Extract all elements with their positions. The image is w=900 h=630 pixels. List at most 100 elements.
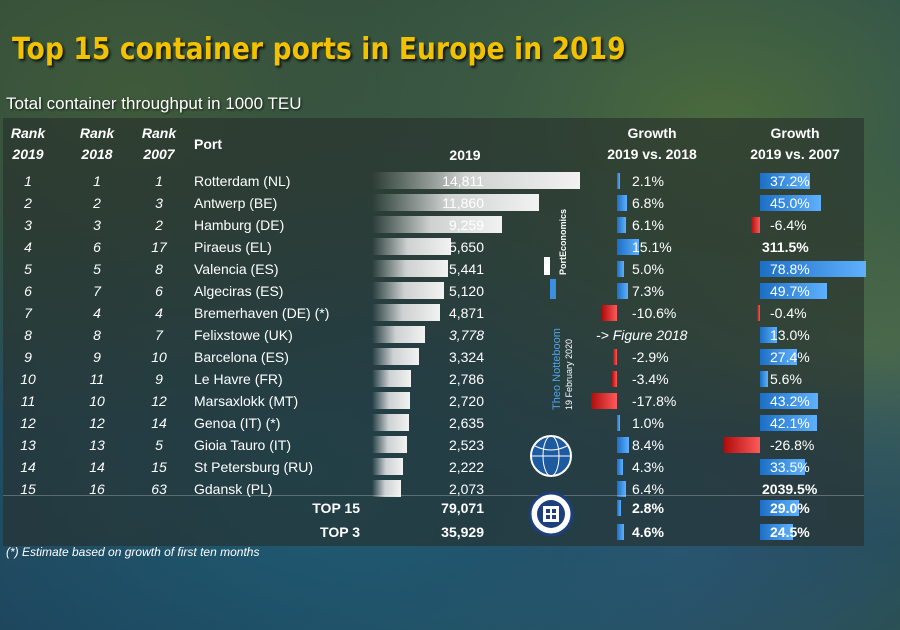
rank-2019-cell: 8	[24, 327, 32, 343]
port-name-cell: Genoa (IT) (*)	[194, 415, 281, 431]
table-row: 9 9 10 Barcelona (ES) 3,324 -2.9% 27.4%	[0, 346, 900, 368]
table-row: 14 14 15 St Petersburg (RU) 2,222 4.3% 33.5%	[0, 456, 900, 478]
port-name-cell: Le Havre (FR)	[194, 371, 283, 387]
rank-2007-cell: 2	[155, 217, 163, 233]
throughput-value: 5,120	[448, 283, 484, 299]
throughput-bar	[372, 194, 539, 211]
rank-2018-cell: 14	[89, 459, 105, 475]
throughput-bar	[372, 172, 580, 189]
rank-2007-cell: 15	[151, 459, 167, 475]
growth-2007-bar	[760, 195, 821, 211]
throughput-bar	[372, 480, 401, 497]
rank-2007-cell: 4	[155, 305, 163, 321]
table-row: 1 1 1 Rotterdam (NL) 14,811 2.1% 37.2%	[0, 170, 900, 192]
growth-2007-bar	[757, 305, 760, 321]
rank-2007-cell: 6	[155, 283, 163, 299]
growth-2007-value: -26.8%	[770, 437, 815, 453]
throughput-bar	[372, 304, 440, 321]
throughput-bar	[372, 414, 409, 431]
throughput-value: 2,635	[448, 415, 484, 431]
growth-2018-value: -> Figure 2018	[596, 327, 688, 343]
growth-2018-bar	[617, 415, 620, 431]
growth-2007-value: 43.2%	[770, 393, 810, 409]
rank-2019-cell: 7	[24, 305, 32, 321]
totals-growth-2018-bar	[617, 524, 624, 540]
rank-2018-cell: 4	[93, 305, 101, 321]
throughput-value: 2,222	[448, 459, 484, 475]
growth-2007-bar	[760, 349, 797, 365]
growth-2018-bar	[617, 195, 627, 211]
header-port: Port	[194, 136, 222, 152]
totals-growth-2007-bar	[760, 500, 799, 516]
growth-2007-bar	[760, 371, 768, 387]
rank-2019-cell: 10	[20, 371, 36, 387]
growth-2007-value: 33.5%	[770, 459, 810, 475]
growth-2018-value: 4.3%	[632, 459, 664, 475]
table-row: 7 4 4 Bremerhaven (DE) (*) 4,871 -10.6% -0.4%	[0, 302, 900, 324]
port-name-cell: Piraeus (EL)	[194, 239, 272, 255]
table-row: 13 13 5 Gioia Tauro (IT) 2,523 8.4% -26.8%	[0, 434, 900, 456]
growth-2018-value: 15.1%	[632, 239, 672, 255]
footnote: (*) Estimate based on growth of first te…	[6, 545, 260, 559]
throughput-bar	[372, 282, 444, 299]
growth-2018-value: 7.3%	[632, 283, 664, 299]
totals-growth-2018-value: 4.6%	[632, 524, 664, 540]
rank-2019-cell: 3	[24, 217, 32, 233]
rank-2018-cell: 16	[89, 481, 105, 497]
rank-2018-cell: 3	[93, 217, 101, 233]
growth-2007-value: 13.0%	[770, 327, 810, 343]
rank-2018-cell: 2	[93, 195, 101, 211]
throughput-value: 5,650	[448, 239, 484, 255]
rank-2007-cell: 9	[155, 371, 163, 387]
growth-2018-bar	[617, 437, 629, 453]
growth-2018-value: -10.6%	[632, 305, 677, 321]
rank-2018-cell: 6	[93, 239, 101, 255]
throughput-bar	[372, 348, 419, 365]
growth-2007-value: -0.4%	[770, 305, 807, 321]
growth-2007-value: 2039.5%	[762, 481, 818, 497]
growth-2007-value: -6.4%	[770, 217, 807, 233]
totals-growth-2018-value: 2.8%	[632, 500, 664, 516]
header-rank-2007: Rank 2007	[141, 125, 177, 162]
rank-2019-cell: 14	[20, 459, 36, 475]
rank-2007-cell: 1	[155, 173, 163, 189]
table-panel	[3, 118, 864, 546]
throughput-value: 9,259	[448, 217, 484, 233]
growth-2018-value: 1.0%	[632, 415, 664, 431]
growth-2007-bar	[760, 283, 827, 299]
totals-growth-2007-value: 29.0%	[770, 500, 810, 516]
rank-2007-cell: 7	[155, 327, 163, 343]
growth-2007-bar	[760, 459, 805, 475]
author-date: 19 February 2020	[564, 339, 574, 410]
totals-value: 79,071	[441, 500, 484, 516]
rank-2018-cell: 13	[89, 437, 105, 453]
table-row: 15 16 63 Gdansk (PL) 2,073 6.4% 2039.5%	[0, 478, 900, 500]
growth-2018-value: 8.4%	[632, 437, 664, 453]
port-name-cell: Gioia Tauro (IT)	[194, 437, 291, 453]
throughput-value: 2,720	[448, 393, 484, 409]
growth-2018-bar	[617, 173, 620, 189]
brand-text: PortEconomics	[558, 209, 568, 275]
growth-2007-bar	[760, 173, 810, 189]
table-row: 6 7 6 Algeciras (ES) 5,120 7.3% 49.7%	[0, 280, 900, 302]
growth-2007-bar	[760, 327, 777, 343]
growth-2007-bar	[760, 393, 818, 409]
rank-2018-cell: 12	[89, 415, 105, 431]
table-row: 3 3 2 Hamburg (DE) 9,259 6.1% -6.4%	[0, 214, 900, 236]
growth-2007-value: 311.5%	[762, 239, 809, 255]
growth-2018-bar	[617, 217, 626, 233]
port-name-cell: Rotterdam (NL)	[194, 173, 291, 189]
rank-2019-cell: 11	[20, 393, 36, 409]
seal-logo	[528, 491, 574, 537]
rank-2019-cell: 13	[20, 437, 36, 453]
growth-2018-bar	[591, 393, 617, 409]
throughput-value: 11,860	[442, 195, 484, 211]
throughput-bar	[372, 326, 425, 343]
table-row: 11 10 12 Marsaxlokk (MT) 2,720 -17.8% 43.2%	[0, 390, 900, 412]
throughput-bar	[372, 392, 410, 409]
rank-2019-cell: 5	[24, 261, 32, 277]
rank-2018-cell: 11	[89, 371, 105, 387]
throughput-value: 14,811	[442, 173, 484, 189]
throughput-bar	[372, 216, 502, 233]
throughput-value: 2,786	[448, 371, 484, 387]
